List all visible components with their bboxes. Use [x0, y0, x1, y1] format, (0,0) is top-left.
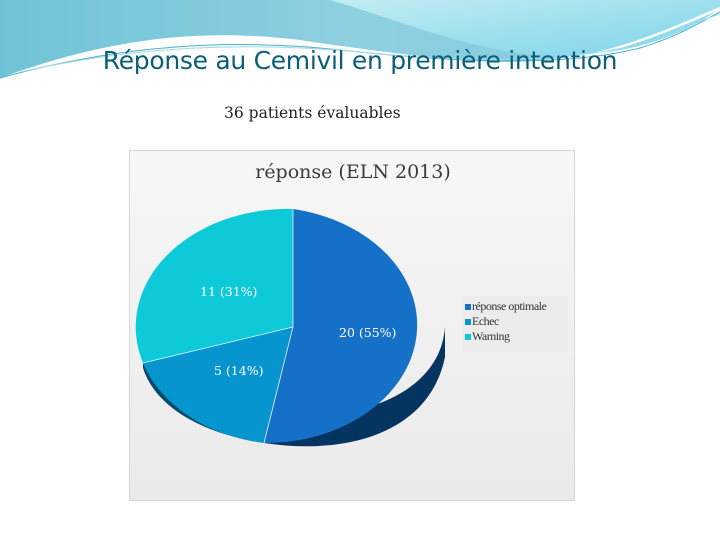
pie-chart: réponse (ELN 2013) 20 (55%) 5 (14%) 11 (…	[129, 150, 575, 501]
legend-item-warning: Warning	[462, 329, 568, 344]
slice-warning	[135, 208, 293, 363]
legend-item-echec: Echec	[462, 314, 568, 329]
pie-slices	[135, 208, 418, 444]
slice-echec	[143, 327, 293, 443]
chart-legend: réponse optimale Echec Warning	[462, 296, 568, 352]
slice-reponse-optimale	[264, 209, 418, 444]
legend-swatch-icon	[465, 303, 471, 310]
chart-title: réponse (ELN 2013)	[255, 161, 451, 183]
legend-label: Warning	[472, 329, 510, 343]
data-label-echec: 5 (14%)	[214, 363, 264, 378]
legend-label: réponse optimale	[472, 299, 547, 313]
slide-subtitle: 36 patients évaluables	[224, 104, 401, 122]
legend-item-reponse-optimale: réponse optimale	[462, 299, 568, 314]
slide-title: Réponse au Cemivil en première intention	[102, 46, 618, 75]
legend-swatch-icon	[465, 333, 471, 340]
legend-label: Echec	[472, 314, 499, 328]
data-label-warning: 11 (31%)	[200, 284, 258, 299]
pie-chart-graphic	[135, 208, 445, 447]
data-label-reponse-optimale: 20 (55%)	[339, 325, 397, 340]
legend-swatch-icon	[465, 318, 471, 325]
header-wave-decoration	[0, 0, 720, 82]
